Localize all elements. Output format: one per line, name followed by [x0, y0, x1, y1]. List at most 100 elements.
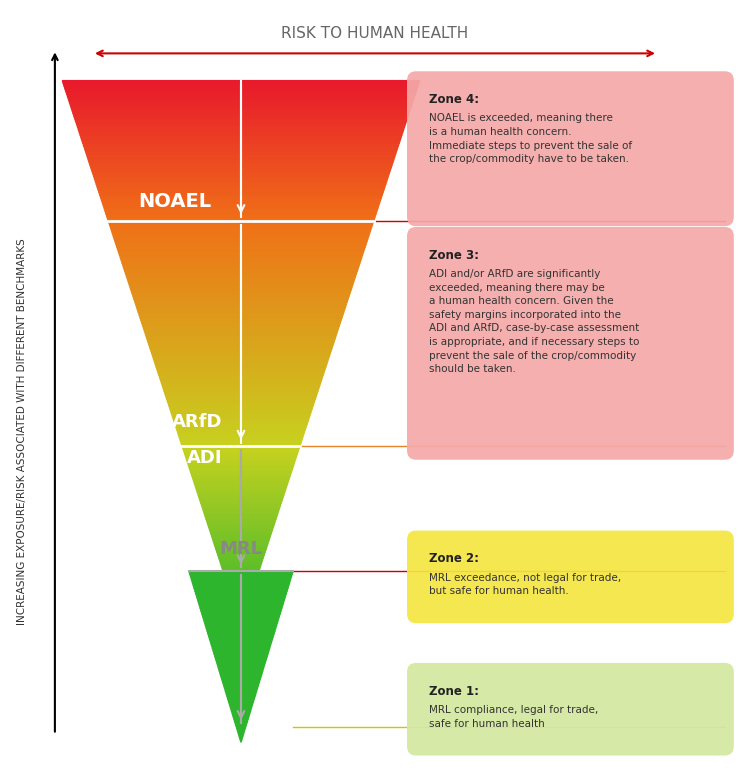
- Polygon shape: [182, 443, 301, 446]
- Polygon shape: [72, 111, 410, 114]
- Polygon shape: [75, 118, 407, 122]
- Text: RISK TO HUMAN HEALTH: RISK TO HUMAN HEALTH: [281, 26, 469, 41]
- Text: NOAEL: NOAEL: [138, 192, 212, 211]
- Polygon shape: [208, 524, 274, 528]
- Polygon shape: [235, 722, 247, 725]
- Polygon shape: [236, 725, 246, 728]
- Polygon shape: [221, 677, 261, 680]
- Polygon shape: [227, 697, 255, 699]
- Polygon shape: [100, 198, 381, 201]
- Polygon shape: [105, 212, 376, 214]
- Polygon shape: [210, 530, 272, 533]
- Polygon shape: [150, 347, 332, 350]
- Polygon shape: [140, 315, 343, 318]
- Polygon shape: [144, 328, 338, 332]
- Polygon shape: [89, 162, 393, 165]
- Polygon shape: [224, 574, 258, 576]
- Polygon shape: [217, 666, 265, 668]
- Polygon shape: [66, 92, 416, 94]
- Polygon shape: [104, 206, 379, 209]
- Polygon shape: [102, 201, 380, 203]
- Polygon shape: [239, 620, 243, 622]
- Polygon shape: [180, 441, 302, 443]
- Polygon shape: [124, 271, 357, 274]
- Polygon shape: [219, 671, 262, 673]
- Polygon shape: [154, 361, 328, 364]
- Polygon shape: [202, 617, 279, 619]
- Polygon shape: [107, 217, 375, 220]
- Polygon shape: [232, 713, 250, 717]
- Polygon shape: [64, 86, 418, 89]
- Polygon shape: [234, 604, 248, 607]
- Text: NOAEL is exceeded, meaning there
is a human health concern.
Immediate steps to p: NOAEL is exceeded, meaning there is a hu…: [429, 114, 632, 164]
- Polygon shape: [94, 176, 388, 179]
- Polygon shape: [226, 582, 255, 585]
- Text: ADI and/or ARfD are significantly
exceeded, meaning there may be
a human health : ADI and/or ARfD are significantly exceed…: [429, 269, 640, 374]
- Polygon shape: [100, 195, 382, 198]
- Polygon shape: [224, 688, 257, 691]
- Text: ARfD: ARfD: [172, 412, 223, 430]
- Polygon shape: [65, 89, 417, 92]
- Polygon shape: [228, 699, 254, 702]
- Polygon shape: [117, 247, 365, 249]
- Polygon shape: [202, 506, 280, 508]
- Polygon shape: [236, 612, 245, 615]
- Polygon shape: [82, 140, 400, 143]
- Polygon shape: [196, 597, 285, 600]
- Polygon shape: [200, 500, 282, 503]
- Polygon shape: [209, 528, 273, 530]
- Polygon shape: [99, 192, 383, 195]
- Polygon shape: [122, 263, 360, 266]
- Polygon shape: [155, 364, 327, 367]
- Polygon shape: [174, 421, 308, 424]
- Polygon shape: [202, 508, 280, 511]
- Polygon shape: [225, 576, 257, 579]
- Polygon shape: [220, 673, 262, 677]
- FancyBboxPatch shape: [407, 71, 734, 227]
- Polygon shape: [160, 380, 322, 383]
- Polygon shape: [234, 720, 248, 722]
- Polygon shape: [86, 154, 395, 157]
- Polygon shape: [118, 252, 364, 255]
- Polygon shape: [191, 473, 291, 476]
- Polygon shape: [77, 127, 404, 129]
- Polygon shape: [172, 416, 310, 419]
- Polygon shape: [207, 522, 275, 524]
- Polygon shape: [204, 514, 278, 517]
- Polygon shape: [198, 495, 284, 498]
- Polygon shape: [145, 332, 338, 334]
- Polygon shape: [142, 326, 339, 328]
- Polygon shape: [232, 598, 250, 601]
- Polygon shape: [211, 535, 271, 539]
- Polygon shape: [115, 241, 367, 244]
- Text: Zone 2:: Zone 2:: [429, 553, 479, 565]
- Polygon shape: [157, 369, 325, 372]
- Polygon shape: [207, 631, 274, 633]
- Polygon shape: [178, 435, 304, 437]
- Polygon shape: [189, 467, 292, 470]
- Polygon shape: [133, 296, 349, 299]
- Polygon shape: [151, 350, 332, 353]
- Polygon shape: [126, 274, 356, 277]
- Polygon shape: [206, 626, 277, 628]
- Polygon shape: [152, 353, 330, 356]
- Polygon shape: [136, 304, 346, 307]
- Polygon shape: [222, 680, 260, 682]
- Polygon shape: [98, 190, 384, 192]
- Polygon shape: [110, 225, 372, 227]
- Polygon shape: [118, 249, 364, 252]
- Polygon shape: [79, 129, 404, 132]
- Polygon shape: [213, 541, 268, 544]
- Polygon shape: [140, 318, 342, 321]
- Polygon shape: [146, 334, 337, 337]
- Polygon shape: [211, 642, 272, 645]
- Polygon shape: [227, 585, 254, 587]
- Polygon shape: [212, 648, 270, 651]
- Polygon shape: [231, 596, 251, 598]
- Polygon shape: [226, 694, 256, 697]
- Polygon shape: [90, 165, 392, 168]
- Polygon shape: [212, 539, 269, 541]
- Polygon shape: [141, 321, 341, 323]
- Polygon shape: [233, 601, 249, 604]
- Polygon shape: [73, 114, 409, 116]
